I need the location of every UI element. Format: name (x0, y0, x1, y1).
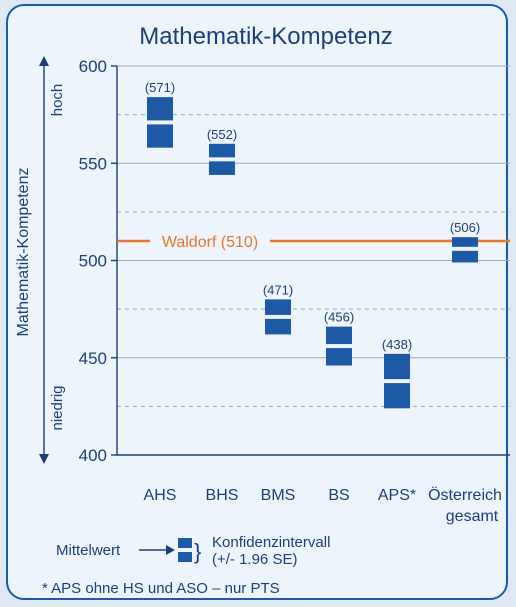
y-axis-arrow-down (39, 454, 49, 464)
footnote: * APS ohne HS und ASO – nur PTS (42, 580, 280, 597)
y-axis-label-low: niedrig (49, 385, 66, 430)
x-axis-labels: AHS BHS BMS BS APS* Österreich gesamt (144, 486, 502, 525)
chart-card (6, 4, 508, 600)
legend-ci-label-2: (+/- 1.96 SE) (212, 551, 297, 568)
y-tick-label: 400 (79, 446, 107, 465)
ci-lower-bar (147, 124, 173, 148)
x-category-label: Österreich (428, 486, 502, 504)
mean-value-label: (456) (324, 310, 354, 325)
x-category-label: BHS (206, 487, 239, 504)
y-axis-label-high: hoch (49, 84, 66, 117)
ci-lower-bar (384, 383, 410, 409)
legend-ci-box-top (178, 538, 192, 548)
ci-upper-bar (384, 353, 410, 380)
legend: Mittelwert } Konfidenzintervall (+/- 1.9… (56, 534, 330, 568)
legend-arrow-head (166, 545, 175, 555)
marks: Waldorf (510) (571) (552) (471) (456) (438) (5… (117, 80, 510, 409)
x-category-label: BMS (261, 487, 296, 504)
y-axis: 400 450 500 550 600 (39, 56, 510, 465)
y-tick-label: 500 (79, 252, 107, 271)
reference-line-label: Waldorf (510) (162, 234, 258, 251)
x-category-label: BS (328, 487, 349, 504)
y-axis-arrow-up (39, 56, 49, 66)
mean-value-label: (571) (145, 80, 175, 95)
ci-lower-bar (326, 348, 352, 366)
x-category-label-line2: gesamt (446, 508, 499, 525)
y-tick-label: 550 (79, 154, 107, 173)
legend-brace: } (194, 539, 201, 564)
ci-upper-bar (452, 237, 478, 247)
ci-lower-bar (452, 250, 478, 263)
grid (117, 65, 510, 407)
ci-upper-bar (326, 326, 352, 345)
ci-upper-bar (209, 143, 235, 158)
mean-value-label: (438) (382, 337, 412, 352)
x-category-label: AHS (144, 487, 177, 504)
ci-lower-bar (265, 318, 291, 335)
ci-lower-bar (209, 161, 235, 175)
legend-mean-label: Mittelwert (56, 542, 121, 559)
y-tick-label: 450 (79, 349, 107, 368)
legend-ci-box-bottom (178, 552, 192, 562)
ci-upper-bar (147, 97, 173, 121)
mean-value-label: (506) (450, 220, 480, 235)
y-tick-label: 600 (79, 57, 107, 76)
mean-value-label: (471) (263, 282, 293, 297)
mean-value-label: (552) (207, 127, 237, 142)
y-axis-label: Mathematik-Kompetenz (15, 168, 32, 337)
legend-ci-label-1: Konfidenzintervall (212, 534, 330, 551)
ci-upper-bar (265, 299, 291, 315)
chart-title: Mathematik-Kompetenz (139, 23, 392, 50)
x-category-label: APS* (378, 487, 416, 504)
